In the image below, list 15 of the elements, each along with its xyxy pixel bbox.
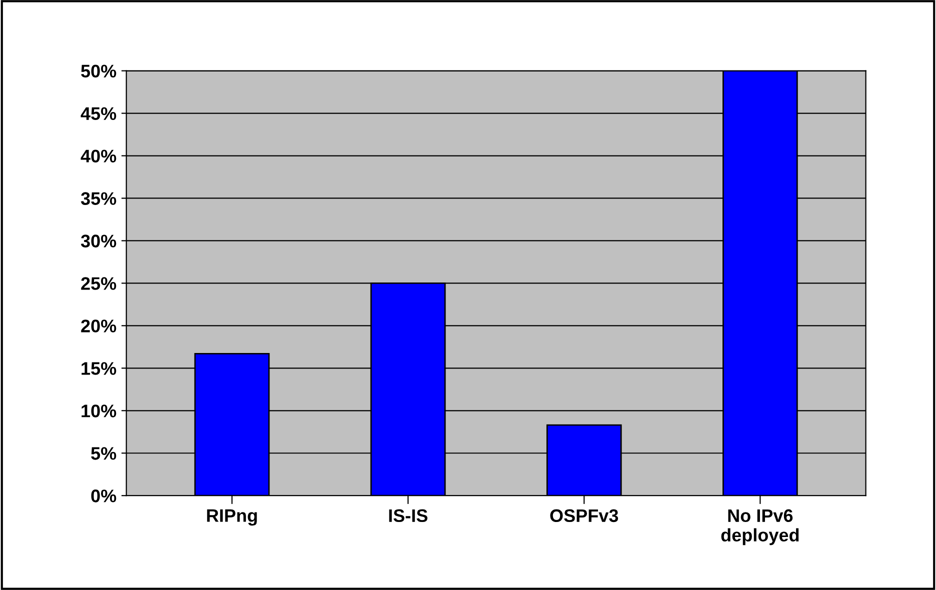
y-tick-label: 15% bbox=[82, 362, 116, 375]
x-tick-label: IS-IS bbox=[389, 509, 428, 522]
y-tick-label: 50% bbox=[81, 64, 116, 78]
y-tick-label: 40% bbox=[80, 150, 116, 162]
y-tick-label: 20% bbox=[81, 320, 116, 332]
x-tick-label: OSPFv3 bbox=[550, 509, 618, 522]
y-tick-label: 30% bbox=[80, 234, 116, 248]
x-tick-label: RIPng bbox=[207, 509, 257, 526]
x-tick-label: No IPv6 deployed bbox=[721, 509, 799, 546]
y-tick-label: 5% bbox=[91, 447, 116, 460]
y-tick-label: 35% bbox=[80, 192, 116, 205]
y-tick-label: 0% bbox=[91, 490, 116, 502]
y-tick-label: 25% bbox=[81, 277, 116, 290]
y-tick-label: 10% bbox=[82, 404, 116, 418]
y-tick-label: 45% bbox=[80, 107, 116, 120]
